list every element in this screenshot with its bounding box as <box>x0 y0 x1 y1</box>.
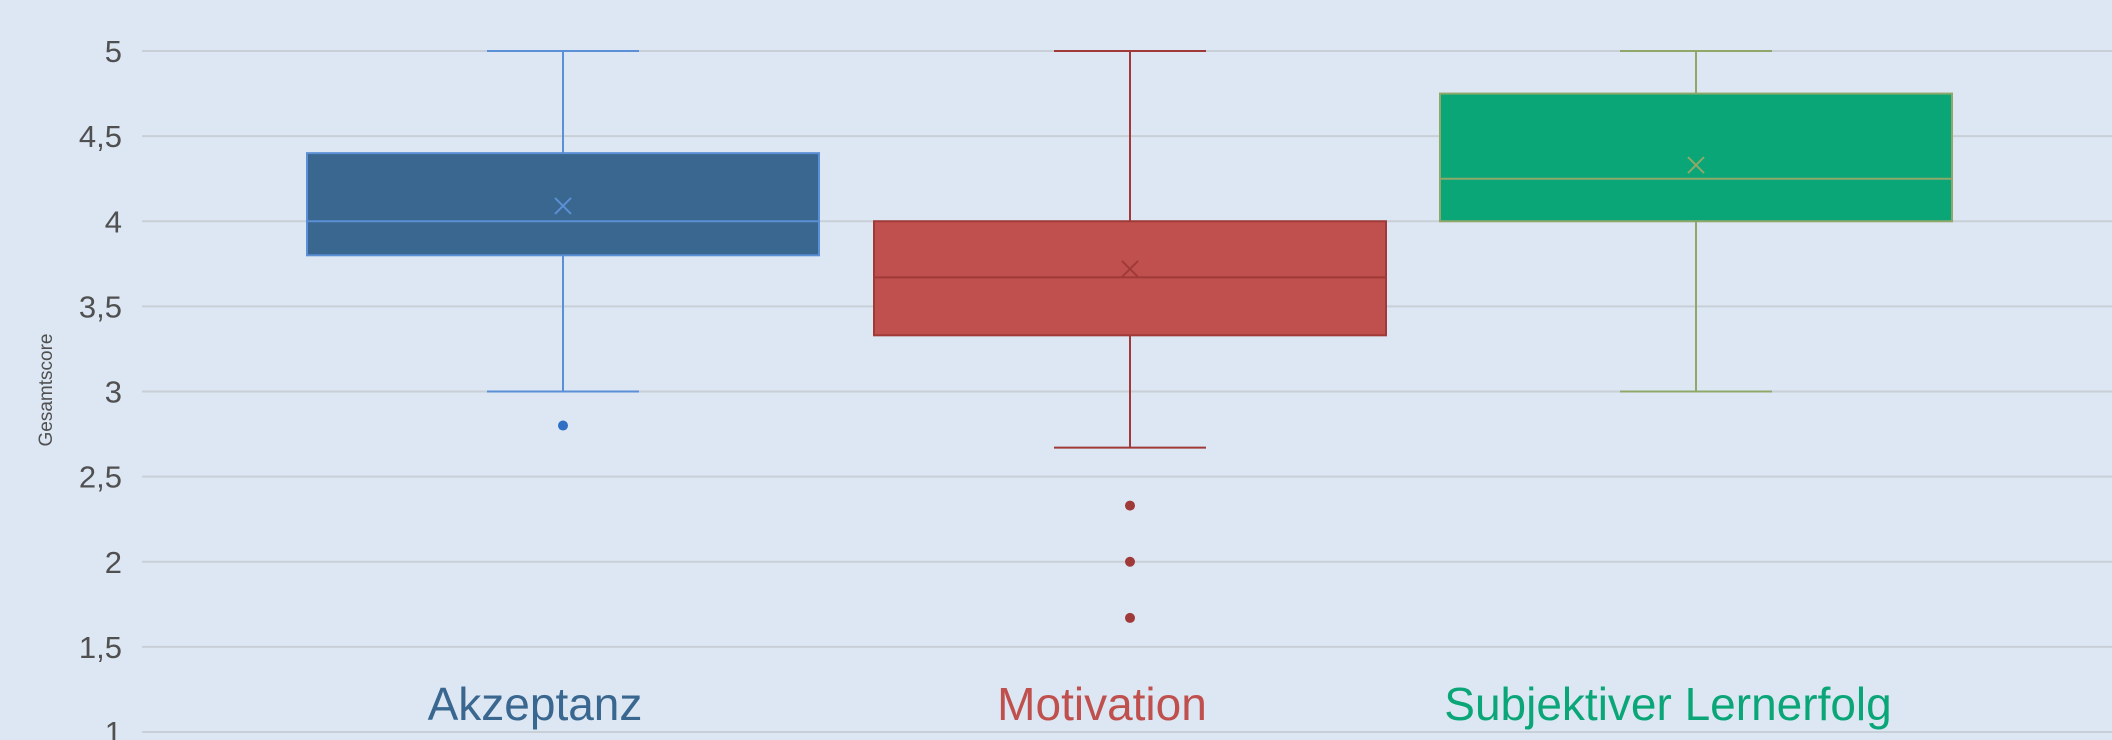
mean-marker-stroke <box>554 197 572 215</box>
category-label: Subjektiver Lernerfolg <box>1444 678 1891 730</box>
outlier-point <box>1125 556 1135 567</box>
mean-marker <box>1121 260 1139 278</box>
y-axis-title: Gesamtscore <box>36 334 57 447</box>
outlier-point <box>1125 500 1135 511</box>
box-group <box>873 50 1387 623</box>
y-tick-label: 3,5 <box>79 289 122 324</box>
y-tick-label: 1,5 <box>79 630 122 665</box>
y-tick-label: 1 <box>105 715 122 740</box>
box-series <box>306 50 1953 623</box>
y-axis-ticks: 1 1,5 2 2,5 3 3,5 4 4,5 5 <box>79 34 122 740</box>
mean-marker-stroke <box>1121 260 1139 278</box>
y-tick-label: 4 <box>105 204 122 239</box>
mean-marker-stroke <box>1687 156 1705 174</box>
iqr-box <box>306 152 820 257</box>
y-tick-label: 2,5 <box>79 460 122 495</box>
y-tick-label: 3 <box>105 375 122 410</box>
category-label: Akzeptanz <box>428 678 643 730</box>
category-label: Motivation <box>997 678 1207 730</box>
y-tick-label: 4,5 <box>79 119 122 154</box>
category-labels: Akzeptanz Motivation Subjektiver Lernerfol… <box>428 678 1892 730</box>
outlier-point <box>1125 612 1135 623</box>
outlier-point <box>558 420 568 431</box>
mean-marker <box>1687 156 1705 174</box>
box-group <box>1439 50 1953 393</box>
y-tick-label: 5 <box>105 34 122 69</box>
box-group <box>306 50 820 431</box>
mean-marker <box>554 197 572 215</box>
y-tick-label: 2 <box>105 545 122 580</box>
iqr-box <box>1439 92 1953 223</box>
